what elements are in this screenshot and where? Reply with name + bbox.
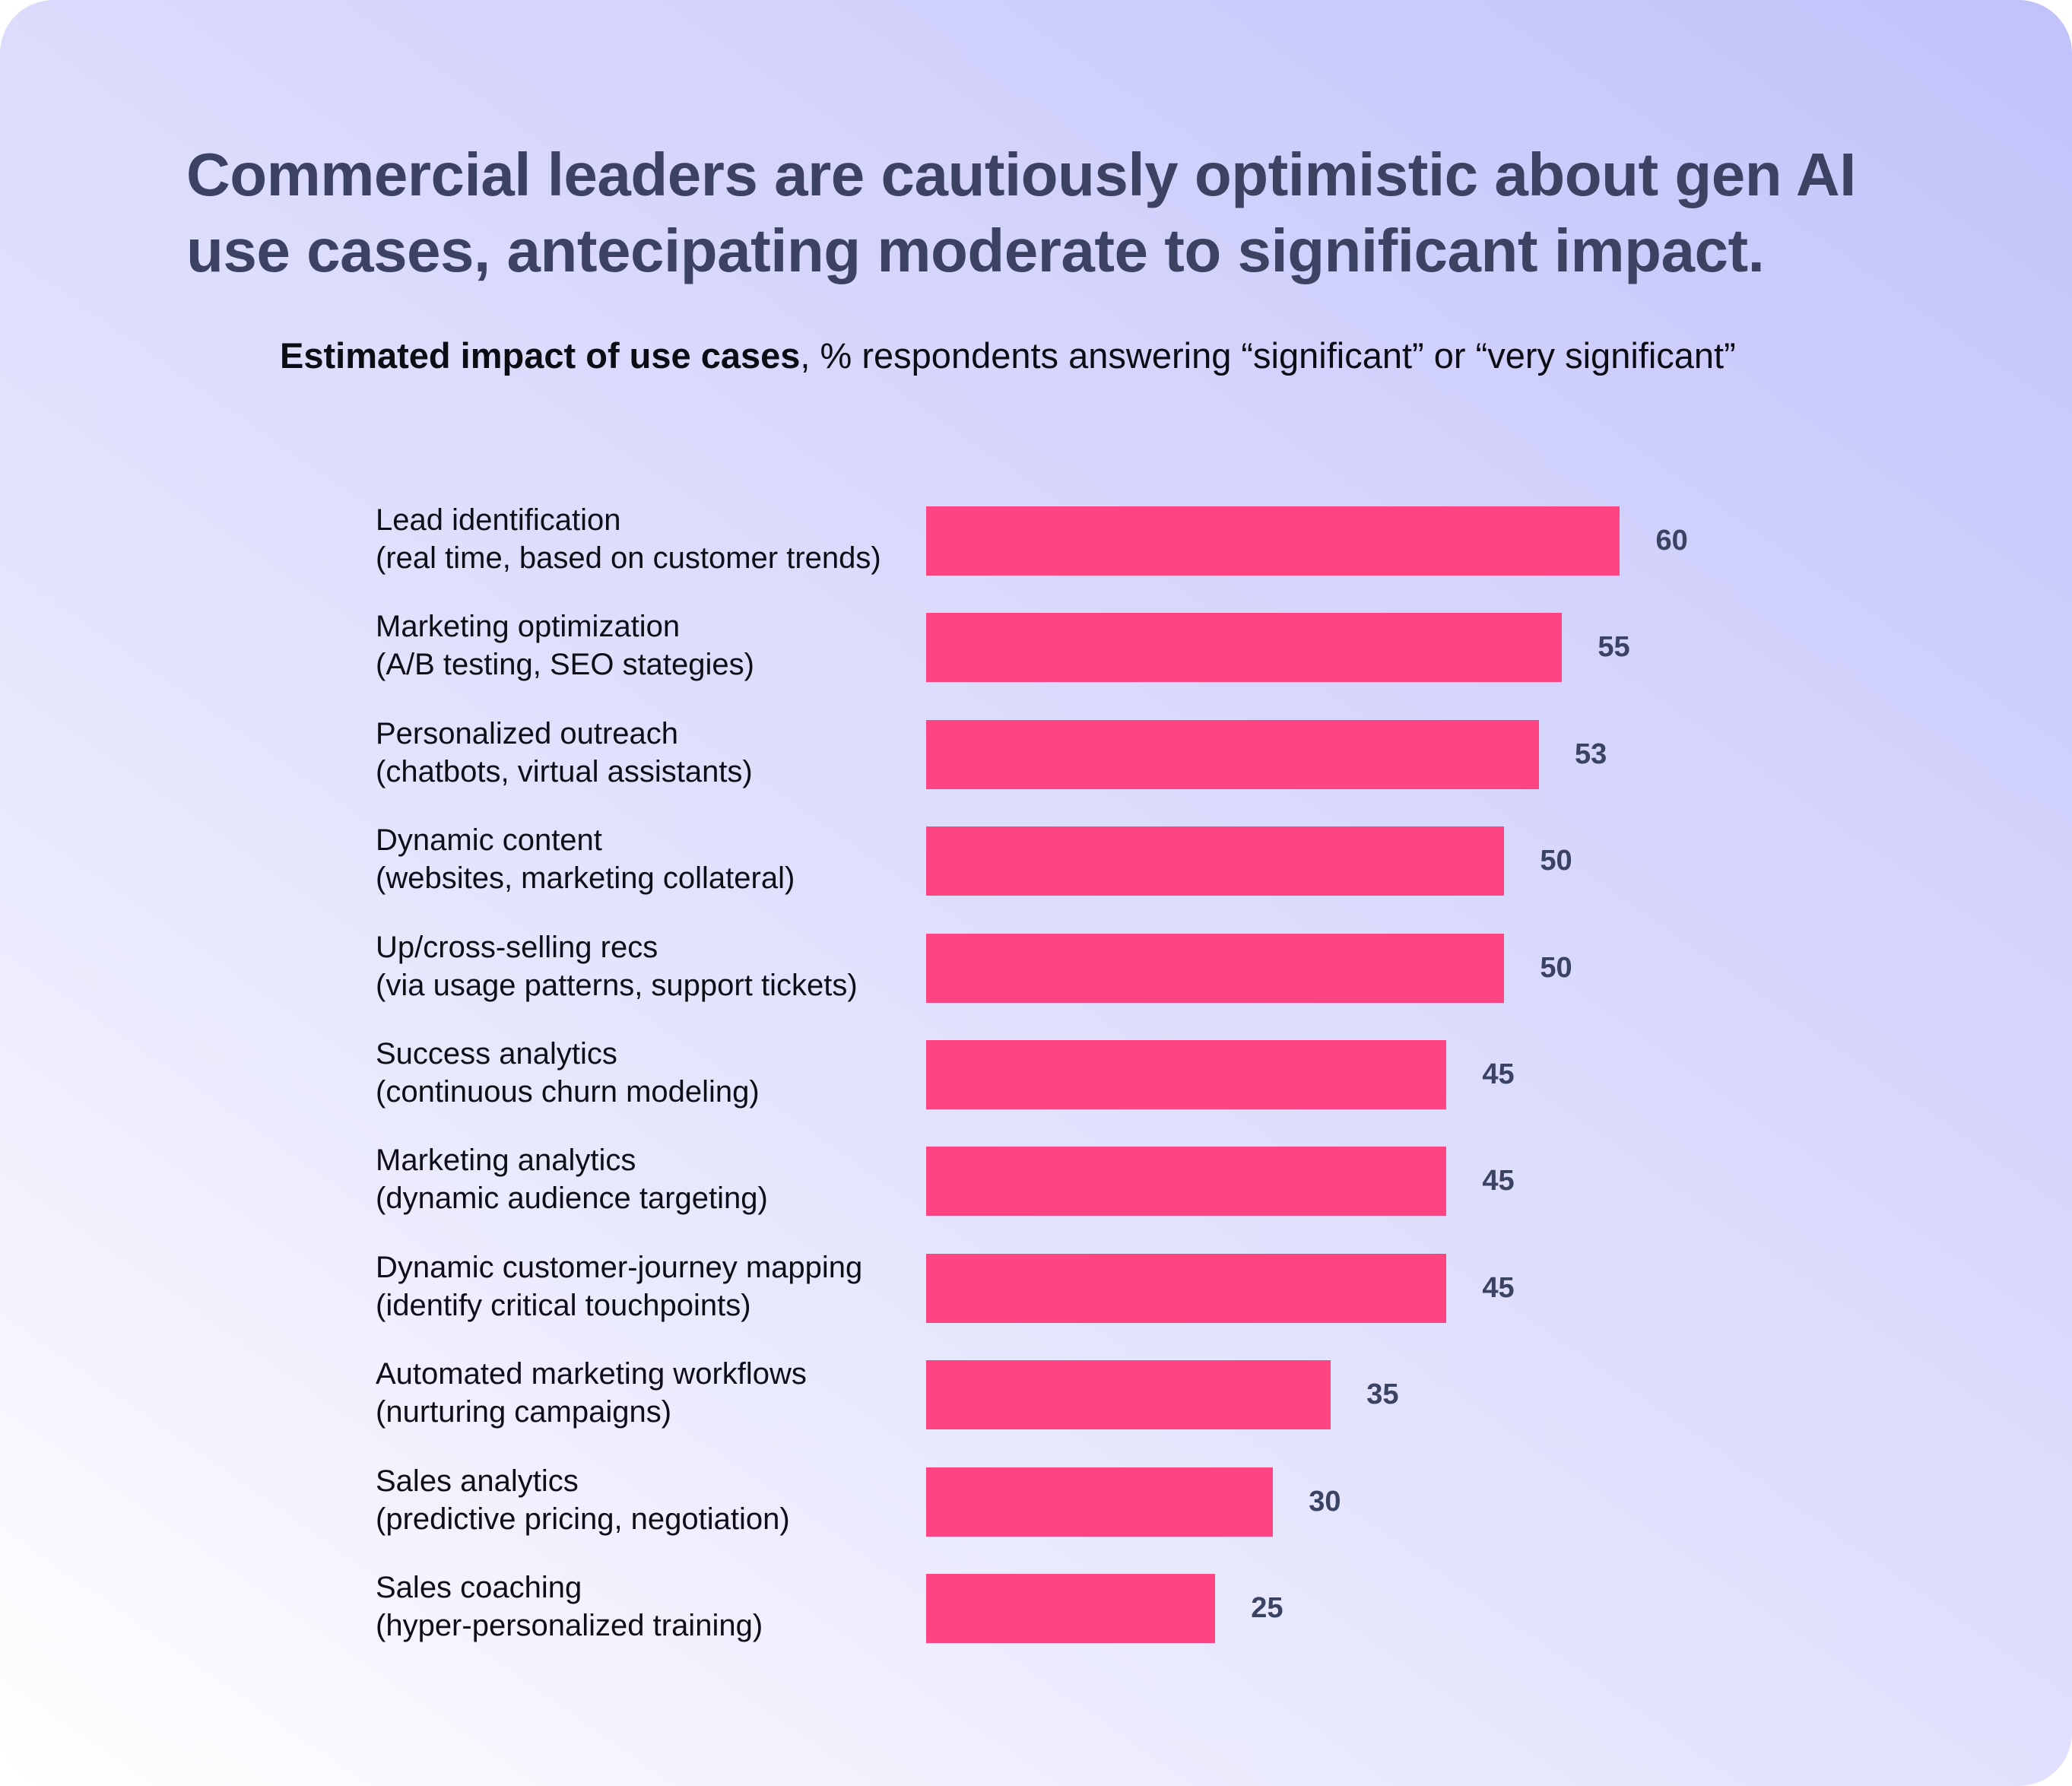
bar — [926, 1360, 1331, 1430]
value-label: 50 — [1540, 951, 1572, 984]
bar — [926, 1574, 1216, 1643]
value-label: 55 — [1598, 631, 1630, 664]
category-detail: (hyper-personalized training) — [376, 1609, 763, 1642]
category-detail: (continuous churn modeling) — [376, 1075, 760, 1109]
category-name: Up/cross-selling recs — [376, 930, 658, 964]
value-label: 45 — [1482, 1058, 1515, 1090]
bar — [926, 719, 1539, 789]
category-name: Marketing optimization — [376, 610, 681, 644]
category-detail: (via usage patterns, support tickets) — [376, 968, 858, 1002]
category-name: Lead identification — [376, 503, 621, 537]
category-name: Sales coaching — [376, 1571, 582, 1604]
bar — [926, 1467, 1274, 1537]
category-name: Automated marketing workflows — [376, 1357, 807, 1391]
category-name: Personalized outreach — [376, 716, 679, 750]
value-label: 35 — [1366, 1378, 1399, 1411]
bar — [926, 1253, 1447, 1323]
category-label: Marketing analytics (dynamic audience tar… — [376, 1141, 768, 1217]
value-label: 25 — [1251, 1592, 1283, 1624]
category-label: Dynamic customer-journey mapping (identif… — [376, 1248, 862, 1324]
category-name: Marketing analytics — [376, 1144, 636, 1178]
category-detail: (A/B testing, SEO stategies) — [376, 648, 754, 682]
chart-subtitle: Estimated impact of use cases, % respond… — [280, 335, 1736, 376]
category-detail: (nurturing campaigns) — [376, 1395, 672, 1429]
category-label: Lead identification (real time, based on … — [376, 501, 881, 577]
category-label: Sales coaching (hyper-personalized traini… — [376, 1569, 763, 1645]
category-detail: (dynamic audience targeting) — [376, 1182, 768, 1216]
category-label: Automated marketing workflows (nurturing … — [376, 1355, 807, 1431]
bar — [926, 933, 1505, 1003]
category-detail: (chatbots, virtual assistants) — [376, 754, 753, 788]
category-name: Dynamic customer-journey mapping — [376, 1250, 863, 1284]
bar — [926, 613, 1563, 683]
category-label: Up/cross-selling recs (via usage patterns… — [376, 928, 858, 1004]
category-label: Dynamic content (websites, marketing coll… — [376, 821, 795, 897]
category-detail: (identify critical touchpoints) — [376, 1288, 751, 1322]
category-name: Success analytics — [376, 1037, 617, 1071]
category-name: Dynamic content — [376, 823, 602, 858]
subtitle-bold: Estimated impact of use cases — [280, 335, 801, 376]
subtitle-rest: , % respondents answering “significant” … — [800, 335, 1736, 376]
category-label: Personalized outreach (chatbots, virtual … — [376, 715, 753, 791]
category-label: Sales analytics (predictive pricing, nego… — [376, 1462, 790, 1538]
category-detail: (real time, based on customer trends) — [376, 541, 881, 575]
category-detail: (predictive pricing, negotiation) — [376, 1502, 790, 1536]
category-label: Marketing optimization (A/B testing, SEO … — [376, 607, 754, 684]
value-label: 30 — [1309, 1485, 1341, 1518]
bar — [926, 826, 1505, 896]
bar — [926, 1147, 1447, 1217]
bar — [926, 506, 1620, 576]
category-detail: (websites, marketing collateral) — [376, 861, 795, 896]
bar — [926, 1040, 1447, 1109]
value-label: 45 — [1482, 1271, 1515, 1304]
chart-title: Commercial leaders are cautiously optimi… — [186, 141, 1856, 284]
value-label: 60 — [1655, 525, 1688, 557]
value-label: 45 — [1482, 1165, 1515, 1198]
category-label: Success analytics (continuous churn model… — [376, 1035, 760, 1111]
value-label: 53 — [1574, 738, 1607, 770]
category-name: Sales analytics — [376, 1464, 579, 1498]
value-label: 50 — [1540, 845, 1572, 877]
